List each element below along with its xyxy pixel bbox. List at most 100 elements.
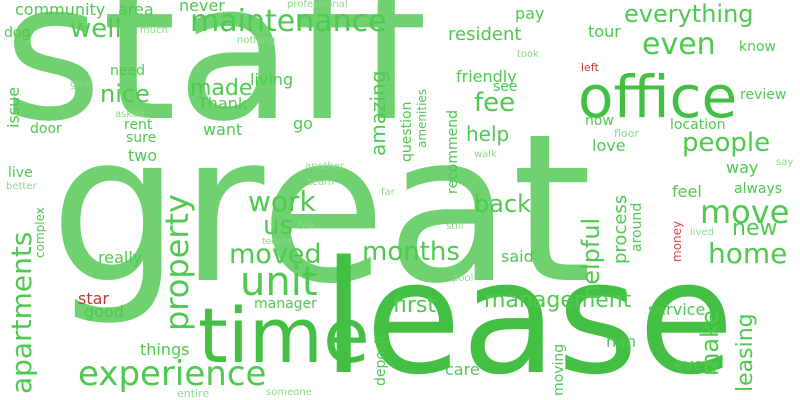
word-pool: pool [452,273,474,284]
word-review: review [740,87,787,103]
word-need: need [110,63,145,79]
word-even: even [642,27,716,62]
word-nan: nan [606,332,637,351]
word-maintenance: maintenance [190,4,387,39]
word-made: made [190,76,253,101]
word-property: property [158,194,196,331]
word-helpful: helpful [577,217,605,300]
word-far: far [381,187,395,198]
word-help: help [466,122,510,146]
word-us: us [263,211,294,241]
word-rent: rent [124,117,153,133]
word-lease: lease [322,227,735,400]
word-friendly: friendly [456,67,517,86]
word-every: every [674,355,720,374]
word-give: give [70,79,92,90]
word-know: know [739,39,776,55]
word-manager: manager [254,296,317,312]
word-living: living [250,70,294,89]
word-tenant: tenant [262,237,292,247]
word-say: say [776,157,794,168]
word-thank: Thank [198,94,248,113]
word-months: months [362,237,460,267]
word-things: things [140,340,190,359]
word-apartments: apartments [5,231,38,394]
word-well: well [70,14,122,44]
word-back: back [474,190,532,218]
word-work: work [248,185,316,218]
word-walk: walk [474,149,497,160]
word-always: always [734,181,783,197]
word-everything: everything [624,0,754,28]
word-way: way [726,158,759,177]
word-leasing: leasing [733,313,758,392]
word-new: new [732,216,778,241]
word-recommend: recommend [445,110,461,194]
word-want: want [203,120,243,139]
word-nice: nice [100,80,150,108]
word-tell: tell [298,221,314,232]
word-resident: resident [448,24,522,45]
word-around: around [629,202,645,252]
word-management: management [484,288,632,313]
word-money: money [670,220,684,262]
word-good: good [84,302,124,321]
word-entire: entire [177,387,210,400]
word-moving: moving [551,343,567,396]
word-experience: experience [78,354,267,394]
word-home: home [708,237,788,270]
word-moved: moved [229,239,322,270]
word-tour: tour [588,22,621,41]
word-go: go [293,114,313,133]
word-staff: staff [3,0,424,163]
word-feel: feel [672,182,702,201]
word-see: see [493,79,518,95]
word-another: another [305,161,345,172]
word-nothing: nothing [237,35,276,46]
word-issue: issue [4,86,23,128]
word-much: much [140,25,168,36]
word-fee: fee [474,88,516,118]
word-dog: dog [4,25,31,41]
word-someone: someone [266,387,312,398]
word-office: office [578,63,738,131]
word-location: location [670,117,726,133]
word-great: great [50,91,593,329]
word-now: now [585,113,614,129]
word-first: first [393,293,436,318]
word-community: community [15,0,106,19]
word-move: move [700,193,790,231]
word-process: process [610,194,631,264]
word-star: star [78,289,109,308]
word-pay: pay [515,4,545,23]
word-live: live [8,165,33,181]
word-question: question [399,101,415,162]
word-complex: complex [33,207,47,258]
word-time: time [198,291,370,380]
word-amenities: amenities [415,88,429,148]
word-said: said [501,247,534,266]
word-never: never [179,0,225,15]
word-floor: floor [614,127,639,140]
word-left: left [581,61,599,74]
word-still: still [446,221,464,232]
word-team: team [308,177,334,188]
word-love: love [592,136,626,155]
word-two: two [128,146,158,165]
word-door: door [30,121,62,137]
word-care: care [445,360,480,379]
word-sure: sure [126,130,157,146]
word-deposit: deposit [373,334,389,386]
word-asked: asked [115,109,145,120]
word-really: really [98,248,143,267]
word-unit: unit [240,259,318,305]
word-professional: professional [287,0,348,10]
word-area: area [118,0,154,19]
word-amazing: amazing [366,70,390,156]
word-service: service [648,300,706,319]
word-better: better [6,181,37,192]
word-lived: lived [690,227,714,238]
word-people: people [682,128,771,158]
word-took: took [517,49,539,60]
